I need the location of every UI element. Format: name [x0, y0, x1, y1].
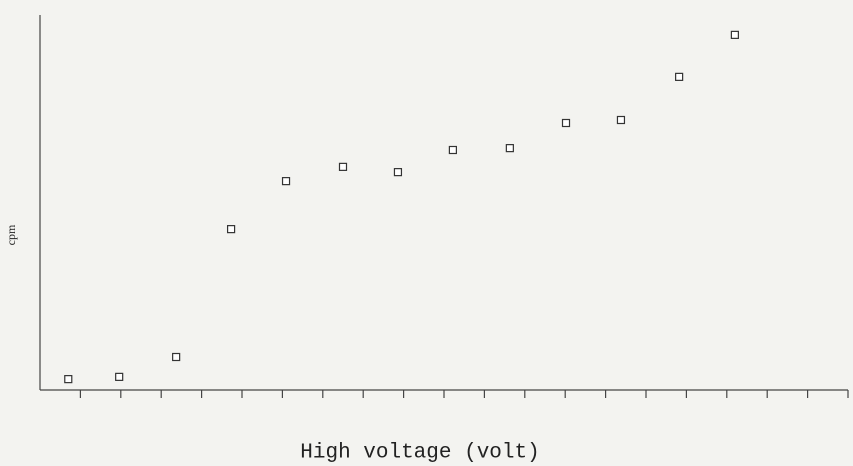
- point: [338, 162, 348, 171]
- point: [115, 372, 124, 381]
- point: [505, 144, 514, 153]
- x-axis-label: High voltage (volt): [300, 442, 539, 465]
- point: [448, 145, 457, 155]
- point: [393, 168, 403, 177]
- point: [616, 115, 626, 125]
- point: [64, 375, 73, 384]
- point: [730, 30, 739, 39]
- point: [561, 118, 571, 128]
- point: [675, 72, 684, 81]
- point: [226, 225, 236, 234]
- y-axis-label: cpm: [4, 224, 18, 245]
- point: [172, 352, 181, 362]
- point: [281, 177, 291, 186]
